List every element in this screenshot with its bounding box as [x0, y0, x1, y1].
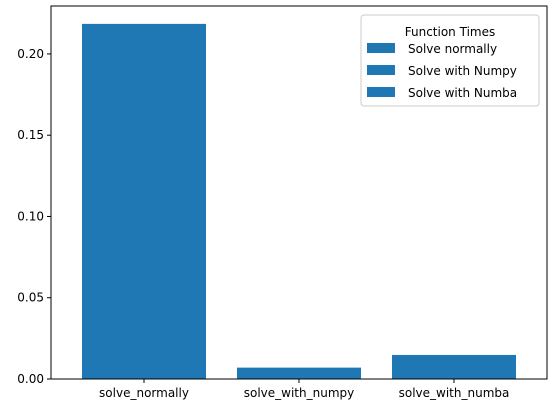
legend-entry: Solve with Numpy — [408, 64, 517, 78]
bar-solve-normally — [82, 23, 206, 380]
bar-solve-with-numba — [392, 354, 516, 379]
x-tick-label: solve_with_numpy — [244, 386, 355, 400]
y-tick-label: 0.20 — [17, 47, 44, 61]
bars-group — [82, 23, 516, 380]
legend-entry: Solve with Numba — [408, 86, 517, 100]
legend-swatch — [367, 43, 395, 53]
y-tick-label: 0.05 — [17, 291, 44, 305]
x-tick-label: solve_with_numba — [399, 386, 510, 400]
x-axis-ticks: solve_normally solve_with_numpy solve_with… — [99, 379, 509, 400]
y-axis-ticks: 0.00 0.05 0.10 0.15 0.20 — [17, 47, 51, 386]
y-tick-label: 0.10 — [17, 209, 44, 223]
legend-box — [360, 14, 540, 107]
legend: Function Times Solve normally Solve with… — [360, 14, 540, 107]
legend-swatch — [367, 87, 395, 97]
x-tick-label: solve_normally — [99, 386, 189, 400]
legend-swatch — [367, 65, 395, 75]
y-tick-label: 0.15 — [17, 128, 44, 142]
bar-solve-with-numpy — [237, 367, 361, 379]
legend-title: Function Times — [405, 25, 495, 39]
axes-frame — [50, 5, 548, 380]
legend-entry: Solve normally — [408, 42, 497, 56]
y-tick-label: 0.00 — [17, 372, 44, 386]
